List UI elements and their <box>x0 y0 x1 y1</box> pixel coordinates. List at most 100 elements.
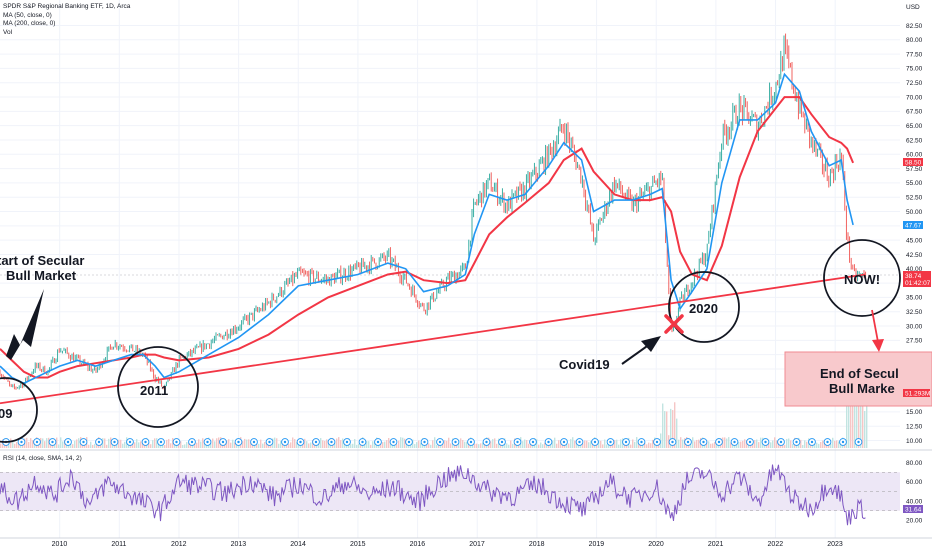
y-tick-label: 77.50 <box>906 51 923 58</box>
volume-bar <box>148 441 150 448</box>
volume-bar <box>790 440 792 448</box>
y-tick-label: 72.50 <box>906 80 923 87</box>
legend-ma200[interactable]: MA (200, close, 0) <box>3 20 56 27</box>
y-tick-label: 62.50 <box>906 137 923 144</box>
dividend-dot <box>733 440 736 444</box>
x-tick-label: 2017 <box>469 541 485 548</box>
dividend-dot <box>655 440 659 444</box>
volume-bar <box>122 443 124 448</box>
volume-bar <box>56 437 58 448</box>
rsi-tick-label: 80.00 <box>906 460 923 467</box>
volume-bar <box>164 444 166 448</box>
dividend-dot <box>454 440 457 444</box>
dividend-dot <box>376 440 380 444</box>
volume-bar <box>18 443 20 448</box>
volume-bar <box>104 438 106 448</box>
volume-bar <box>478 444 480 448</box>
circle-now <box>823 239 901 317</box>
volume-bar <box>818 443 820 448</box>
volume-bar <box>402 437 404 448</box>
volume-bar <box>226 440 228 448</box>
volume-bar <box>232 439 234 448</box>
volume-bar <box>620 439 622 448</box>
volume-bar <box>182 444 184 448</box>
volume-bar <box>760 437 762 448</box>
volume-bar <box>250 442 252 448</box>
volume-bar <box>544 442 546 448</box>
volume-bar <box>708 441 710 448</box>
y-tick-label: 57.50 <box>906 166 923 173</box>
volume-bar <box>418 440 420 448</box>
volume-bar <box>318 442 320 448</box>
dividend-dot <box>82 440 85 444</box>
volume-bar <box>338 437 340 448</box>
volume-bar <box>432 440 434 448</box>
volume-bar <box>66 444 68 448</box>
y-tick-label: 82.50 <box>906 23 923 30</box>
volume-bar <box>528 443 530 448</box>
volume-bar <box>738 441 740 448</box>
volume-bar <box>158 444 160 448</box>
volume-bar <box>754 440 756 448</box>
volume-bar <box>256 443 258 448</box>
badges: 58.50 47.67 38.74 01:42:07 51.293M 31.64 <box>903 158 931 514</box>
volume-bar <box>32 440 34 448</box>
volume-bar <box>576 444 578 448</box>
volume-bar <box>26 437 28 448</box>
rsi-legend[interactable]: RSI (14, close, SMA, 14, 2) <box>3 455 82 462</box>
volume-bar <box>180 441 182 448</box>
volume-bar <box>384 441 386 448</box>
volume-bar <box>276 438 278 448</box>
dividend-dot <box>438 440 442 444</box>
volume-bar <box>198 439 200 448</box>
y-tick-label: 65.00 <box>906 123 923 130</box>
volume-bar <box>466 441 468 448</box>
volume-bar <box>494 438 496 448</box>
volume-bar <box>522 441 524 448</box>
symbol-title[interactable]: SPDR S&P Regional Banking ETF, 1D, Arca <box>3 3 131 10</box>
volume-bar <box>660 433 662 448</box>
volume-bar <box>218 437 220 448</box>
x-axis: 2010 2011 2012 2013 2014 2015 2016 2017 2018 2019… <box>52 541 843 548</box>
volume-bar <box>322 440 324 448</box>
dividend-dot <box>252 440 256 444</box>
dividend-dot <box>361 440 364 444</box>
volume-bar <box>846 394 848 448</box>
volume-bar <box>372 441 374 448</box>
volume-bar <box>526 440 528 448</box>
volume-bar <box>464 441 466 448</box>
dividend-dot <box>51 440 54 444</box>
volume-bar <box>172 438 174 448</box>
volume-bar <box>110 437 112 448</box>
volume-bar <box>730 442 732 448</box>
volume-bar <box>280 440 282 448</box>
volume-bar <box>682 439 684 448</box>
volume-bar <box>822 440 824 448</box>
volume-bar <box>124 441 126 448</box>
volume-bar <box>392 443 394 448</box>
dividend-dot <box>268 440 271 444</box>
volume-bar <box>134 442 136 448</box>
y-tick-label: 80.00 <box>906 37 923 44</box>
x-tick-label: 2019 <box>589 541 605 548</box>
volume-bar <box>496 443 498 448</box>
volume-bar <box>540 442 542 448</box>
volume-bar <box>0 443 2 448</box>
legend-ma50[interactable]: MA (50, close, 0) <box>3 11 52 19</box>
volume-bar <box>500 444 502 448</box>
volume-bar <box>462 439 464 448</box>
dividend-dot <box>640 440 643 444</box>
dividend-dot <box>624 440 628 444</box>
y-tick-label: 45.00 <box>906 237 923 244</box>
volume-bar <box>812 444 814 448</box>
dividend-dot <box>810 440 814 444</box>
volume-bar <box>196 442 198 448</box>
dividend-dot <box>500 440 504 444</box>
volume-bar <box>602 444 604 448</box>
dividend-dot <box>531 440 535 444</box>
volume-bar <box>824 443 826 448</box>
dividend-dot <box>221 440 225 444</box>
x-tick-label: 2011 <box>111 541 126 548</box>
legend-vol[interactable]: Vol <box>3 28 13 36</box>
